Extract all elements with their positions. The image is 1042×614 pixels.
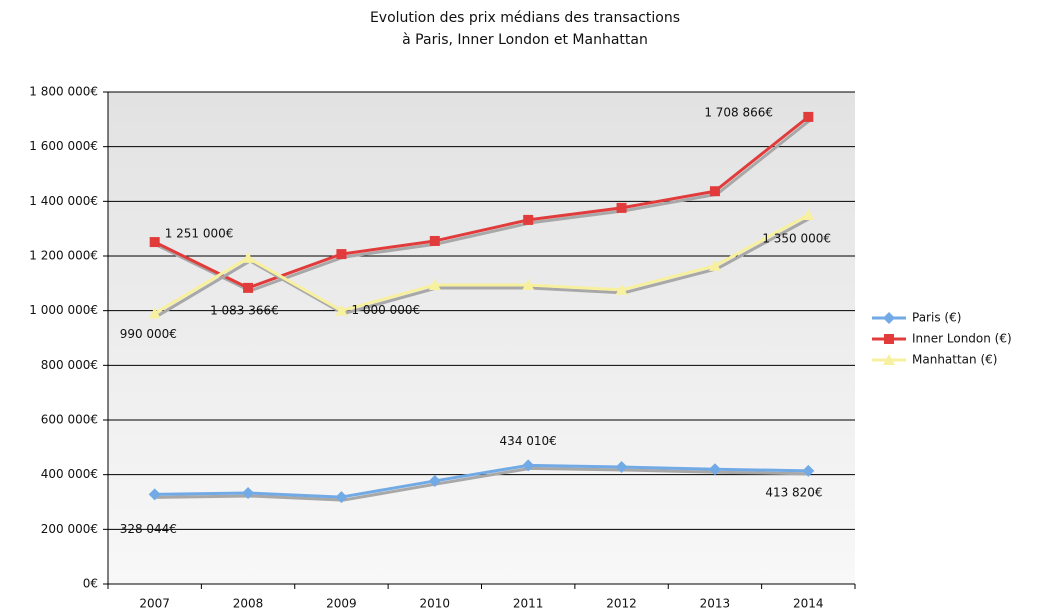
marker — [428, 278, 441, 290]
marker — [615, 283, 628, 295]
y-tick-label: 1 400 000€ — [29, 194, 98, 208]
line — [153, 213, 810, 315]
marker — [148, 488, 161, 501]
x-tick-label: 2014 — [793, 597, 824, 611]
legend-label: Paris (€) — [912, 311, 961, 325]
legend-marker — [883, 354, 895, 365]
line-shadow — [155, 216, 812, 318]
y-tick-label: 600 000€ — [41, 413, 98, 427]
chart-title: Evolution des prix médians des transacti… — [370, 10, 680, 26]
marker — [336, 249, 347, 260]
y-tick-label: 1 200 000€ — [29, 249, 98, 263]
x-tick-label: 2007 — [139, 597, 170, 611]
x-tick-label: 2010 — [420, 597, 451, 611]
marker — [335, 491, 348, 504]
line-shadow — [156, 118, 812, 293]
line-shadow — [156, 466, 811, 502]
chart-title: à Paris, Inner London et Manhattan — [402, 32, 648, 48]
marker — [335, 304, 348, 316]
data-label: 1 000 000€ — [351, 303, 420, 317]
marker — [802, 209, 815, 220]
marker — [802, 464, 815, 477]
data-label: 413 820€ — [765, 485, 822, 499]
legend-label: Inner London (€) — [912, 332, 1012, 346]
marker — [243, 282, 254, 293]
line — [154, 463, 809, 499]
data-label: 1 350 000€ — [762, 232, 831, 246]
marker — [429, 235, 440, 246]
plot-area — [108, 92, 855, 584]
x-tick-label: 2009 — [326, 597, 357, 611]
data-label: 1 708 866€ — [704, 105, 773, 119]
marker — [615, 461, 628, 474]
data-label: 434 010€ — [500, 434, 557, 448]
data-label: 328 044€ — [120, 522, 177, 536]
data-label: 1 251 000€ — [165, 227, 234, 241]
marker — [708, 463, 721, 476]
marker — [708, 259, 721, 271]
marker — [242, 486, 255, 499]
x-tick-label: 2012 — [606, 597, 637, 611]
y-tick-label: 400 000€ — [41, 467, 98, 481]
line — [154, 115, 810, 290]
y-tick-label: 1 600 000€ — [29, 139, 98, 153]
marker — [616, 202, 627, 213]
y-tick-label: 200 000€ — [41, 522, 98, 536]
marker — [149, 237, 160, 248]
marker — [803, 111, 814, 122]
x-tick-label: 2011 — [513, 597, 544, 611]
y-tick-label: 1 800 000€ — [29, 85, 98, 99]
y-tick-label: 0€ — [83, 577, 98, 591]
marker — [148, 307, 161, 319]
marker — [522, 278, 535, 290]
marker — [428, 474, 441, 487]
marker — [242, 251, 255, 263]
x-tick-label: 2008 — [233, 597, 264, 611]
x-tick-label: 2013 — [700, 597, 731, 611]
y-tick-label: 800 000€ — [41, 358, 98, 372]
legend-marker — [884, 334, 894, 344]
marker — [523, 214, 534, 225]
data-label: 1 083 366€ — [210, 303, 279, 317]
marker — [709, 186, 720, 197]
data-label: 990 000€ — [120, 327, 177, 341]
y-tick-label: 1 000 000€ — [29, 303, 98, 317]
legend-label: Manhattan (€) — [912, 353, 997, 367]
marker — [522, 459, 535, 472]
legend-marker — [883, 312, 895, 324]
